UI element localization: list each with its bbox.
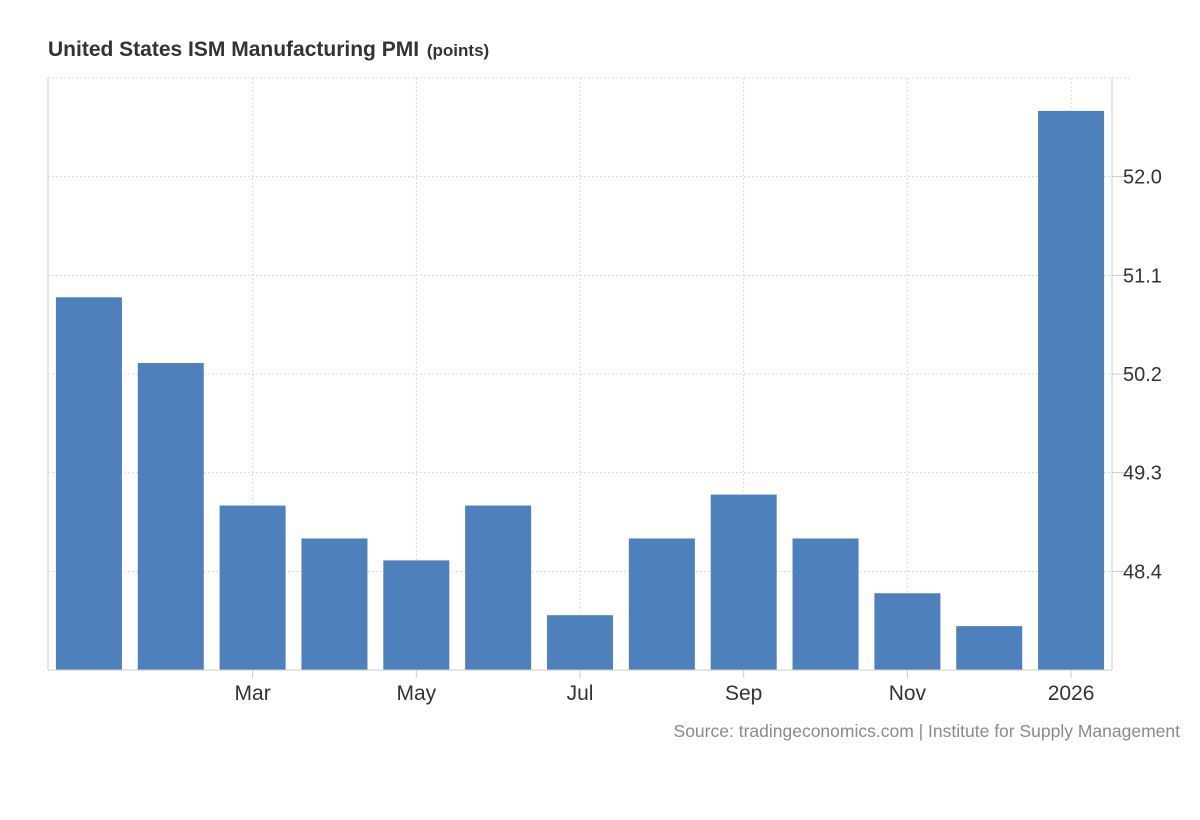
- chart-unit: (points): [426, 41, 490, 60]
- x-tick-label: 2026: [1048, 682, 1095, 705]
- bar-2025-01[interactable]: [55, 297, 122, 670]
- x-tick-label: May: [396, 682, 436, 705]
- y-tick-label: 50.2: [1123, 364, 1162, 386]
- gridlines: [48, 77, 1132, 670]
- bar-2025-02[interactable]: [137, 363, 204, 670]
- bar-2025-03[interactable]: [219, 505, 286, 670]
- axes: [47, 78, 1132, 678]
- x-tick-label: Sep: [725, 682, 762, 705]
- x-tick-label: Jul: [567, 682, 594, 705]
- y-tick-label: 49.3: [1123, 463, 1162, 485]
- bar-2025-08[interactable]: [628, 538, 695, 670]
- y-tick-label: 51.1: [1123, 265, 1162, 287]
- bar-2025-10[interactable]: [792, 538, 859, 670]
- chart-title-text: United States ISM Manufacturing PMI: [48, 38, 420, 61]
- bar-2025-05[interactable]: [383, 560, 450, 670]
- x-tick-label: Nov: [889, 682, 927, 705]
- source-credit: Source: tradingeconomics.com | Institute…: [673, 721, 1180, 741]
- chart-title: United States ISM Manufacturing PMI (poi…: [48, 38, 489, 62]
- bar-2025-04[interactable]: [301, 538, 368, 670]
- bar-2026-01[interactable]: [1038, 110, 1105, 670]
- y-tick-label: 52.0: [1123, 167, 1162, 189]
- bar-2025-07[interactable]: [547, 615, 613, 670]
- tick-labels: 48.4 49.3 50.2 51.1 52.0 Mar May Jul Sep Nov 2026: [235, 167, 1162, 705]
- bar-2025-06[interactable]: [465, 505, 532, 670]
- y-tick-label: 48.4: [1123, 561, 1162, 583]
- bar-2025-12[interactable]: [956, 626, 1023, 670]
- x-tick-label: Mar: [235, 682, 271, 705]
- bar-2025-11[interactable]: [874, 593, 941, 670]
- bar-2025-09[interactable]: [710, 494, 777, 670]
- bars: [55, 110, 1105, 670]
